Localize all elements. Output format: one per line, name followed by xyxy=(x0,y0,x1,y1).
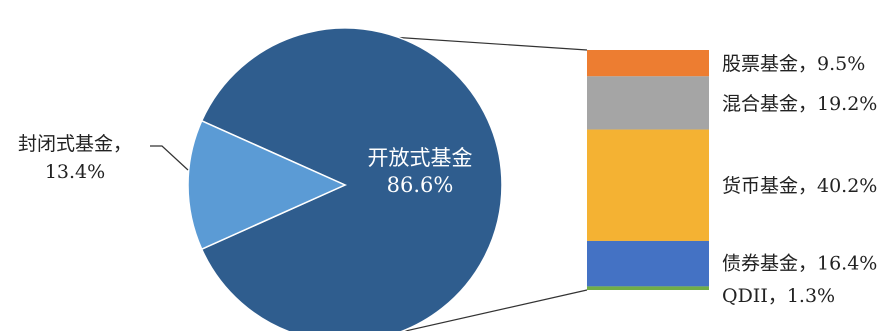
labels: 开放式基金 86.6% 封闭式基金， 13.4% 股票基金，9.5% 混合基金，19.2%… xyxy=(18,53,877,307)
breakdown-bar xyxy=(587,50,709,290)
bar-label-0: 股票基金，9.5% xyxy=(722,53,865,75)
bar-segment-4 xyxy=(587,286,709,290)
bar-segment-3 xyxy=(587,240,709,287)
connector-line-bottom xyxy=(398,289,588,334)
pie-slice-closed-end-fund xyxy=(187,119,347,251)
pie xyxy=(187,27,503,335)
pie-label-open-end-fund-value: 86.6% xyxy=(387,173,454,197)
bar-label-3: 债券基金，16.4% xyxy=(722,253,877,275)
bar-segment-1 xyxy=(587,76,709,130)
connector-line-top xyxy=(398,36,588,51)
pie-label-open-end-fund-name: 开放式基金 xyxy=(368,146,473,170)
bar-segment-2 xyxy=(587,129,709,241)
bar-label-4: QDII，1.3% xyxy=(722,285,835,307)
bar-segment-0 xyxy=(587,50,709,77)
pie-label-closed-end-fund-name: 封闭式基金， xyxy=(18,133,132,155)
bar-label-1: 混合基金，19.2% xyxy=(722,93,877,115)
pie-label-closed-end-fund-value: 13.4% xyxy=(45,161,105,183)
connector-lines xyxy=(398,36,588,334)
bar-label-2: 货币基金，40.2% xyxy=(722,175,877,197)
closed-end-fund-leader-line xyxy=(150,145,189,171)
